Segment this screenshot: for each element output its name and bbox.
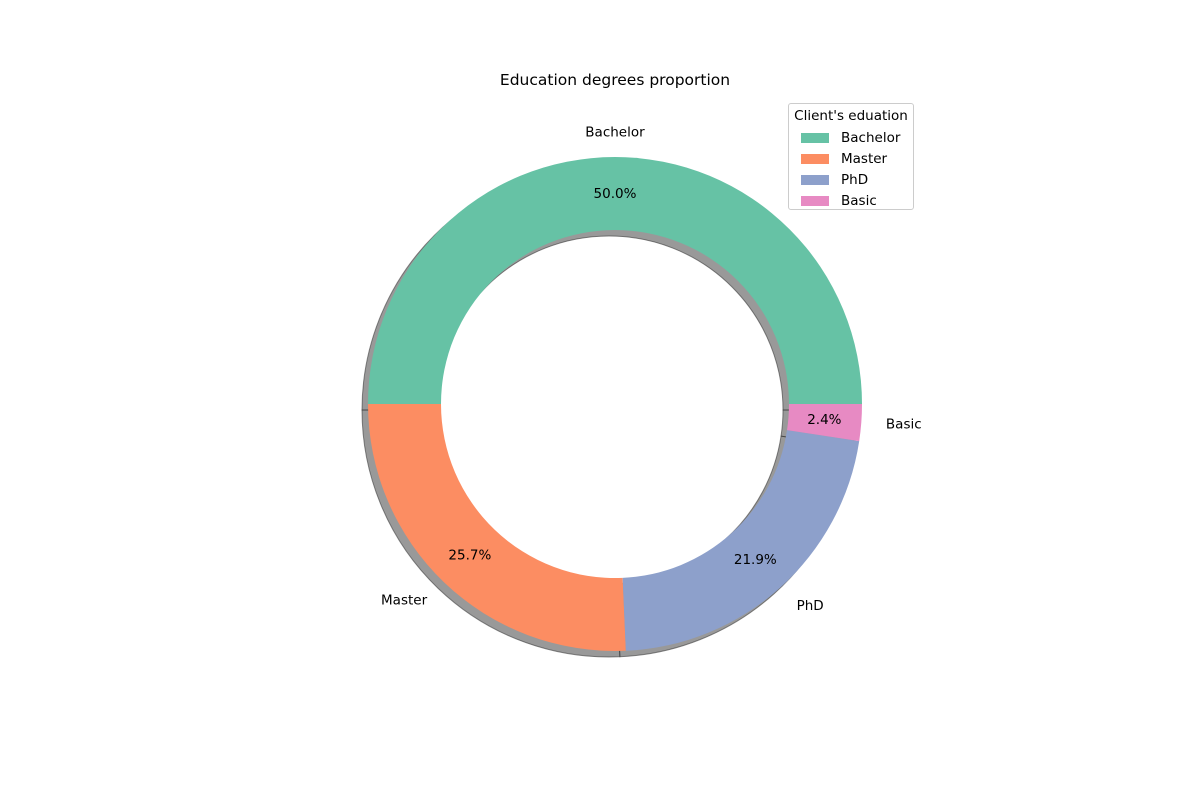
chart-title: Education degrees proportion [499, 71, 731, 89]
legend-swatch-phd [801, 175, 829, 185]
legend-swatch-bachelor [801, 133, 829, 143]
legend-label-phd: PhD [841, 172, 869, 188]
slice-label-basic: Basic [886, 416, 922, 432]
legend-entry-master: Master [801, 150, 887, 168]
legend-label-master: Master [841, 151, 888, 167]
slice-master [368, 404, 626, 651]
slice-phd [622, 430, 860, 651]
slice-basic [787, 404, 862, 442]
legend-title: Client's eduation [794, 108, 908, 124]
legend-label-bachelor: Bachelor [841, 130, 901, 146]
slice-pct-master: 25.7% [448, 548, 491, 564]
legend-swatch-basic [801, 196, 829, 206]
slice-label-phd: PhD [797, 598, 824, 614]
slice-pct-basic: 2.4% [807, 412, 841, 428]
slice-pct-bachelor: 50.0% [594, 186, 637, 202]
legend-entry-bachelor: Bachelor [801, 129, 900, 147]
slice-pct-phd: 21.9% [734, 552, 777, 568]
legend-entry-basic: Basic [801, 192, 877, 210]
pie-labels: Bachelor 50.0% Master 25.7% PhD 21.9% Basic 2.4… [381, 124, 922, 614]
slice-bachelor [368, 157, 862, 404]
pie-slices [368, 157, 862, 651]
legend: Client's eduation Bachelor Master PhD Ba… [788, 103, 914, 210]
legend-label-basic: Basic [841, 193, 877, 209]
legend-entry-phd: PhD [801, 171, 868, 189]
slice-label-master: Master [381, 592, 428, 608]
slice-label-bachelor: Bachelor [585, 124, 645, 140]
legend-swatch-master [801, 154, 829, 164]
